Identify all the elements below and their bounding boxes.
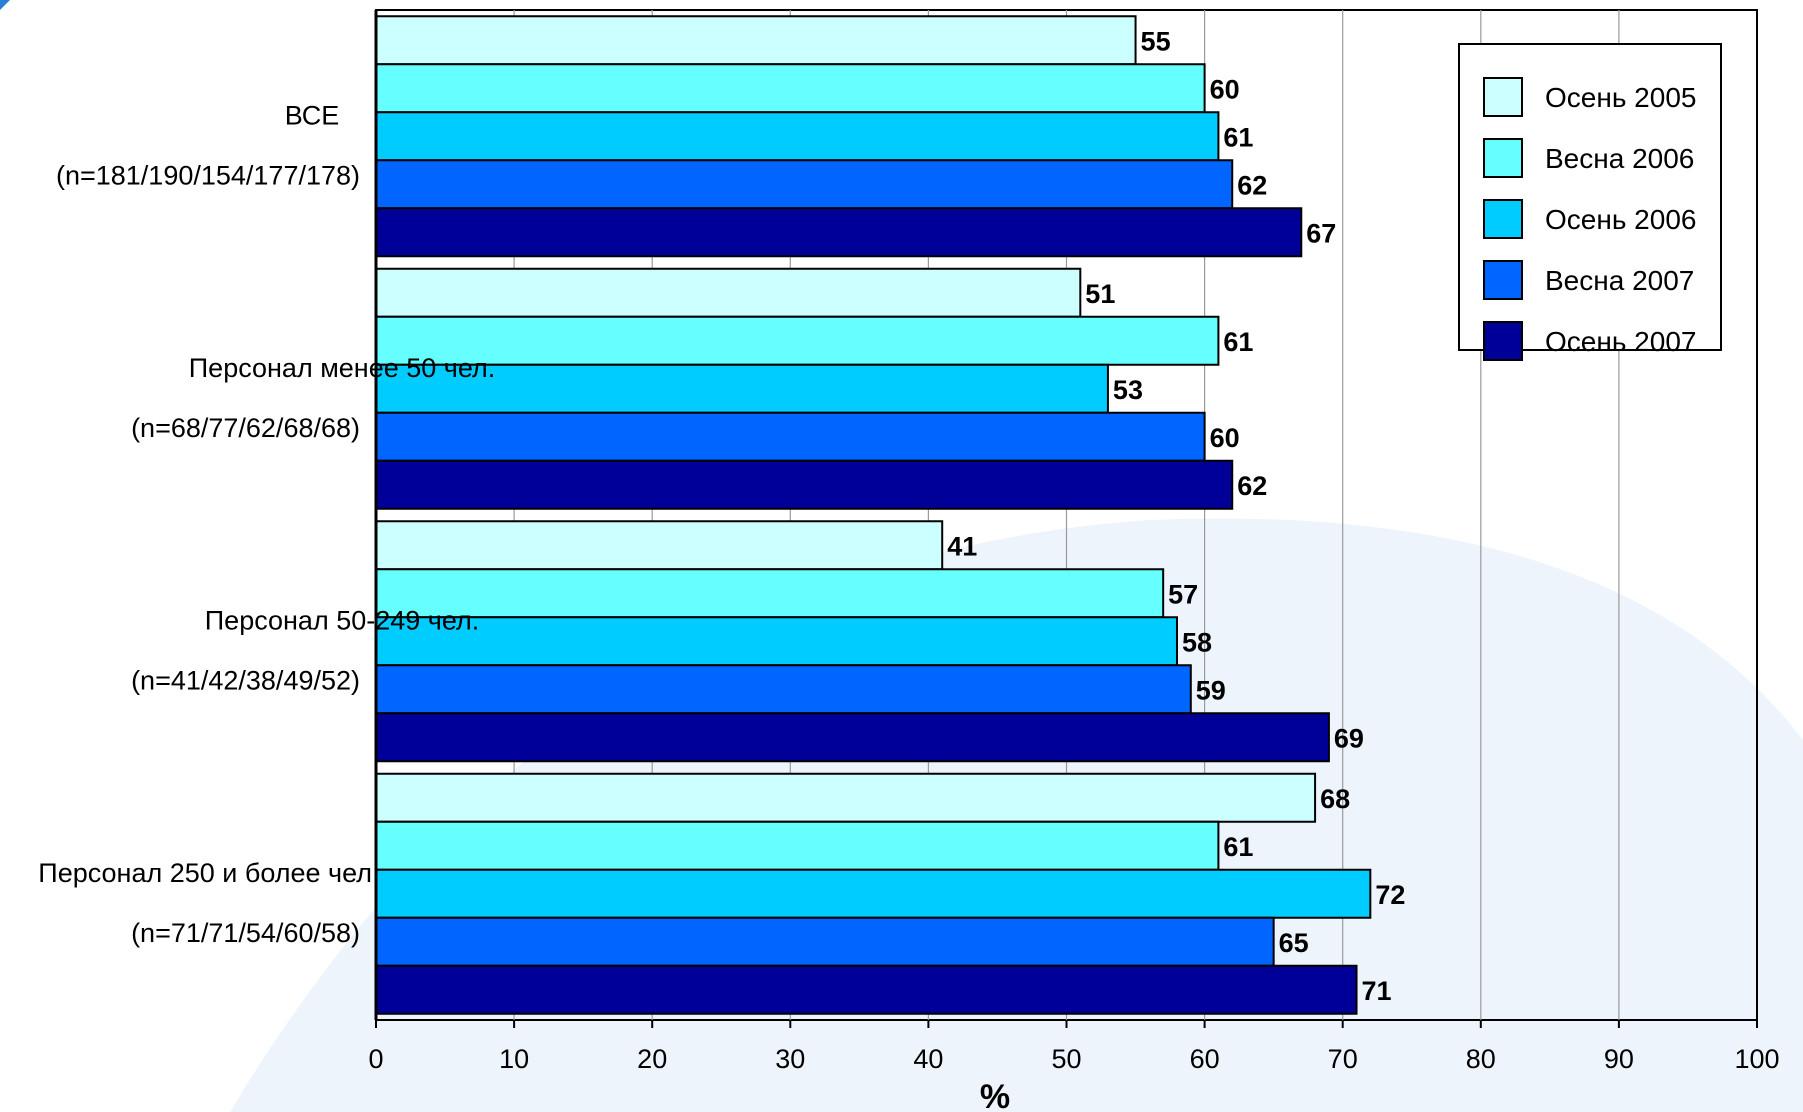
bar (375, 820, 1220, 871)
x-tick-label: 80 (1466, 1044, 1496, 1074)
legend-swatch (1483, 260, 1523, 300)
category-sample-size: (n=41/42/38/49/52) (131, 665, 360, 695)
category-label: Персонал 50-249 чел. (205, 605, 479, 635)
legend-entry: Осень 2007 (1545, 326, 1696, 357)
x-tick-label: 20 (637, 1044, 667, 1074)
bar (375, 207, 1303, 258)
category-label: Персонал менее 50 чел. (189, 353, 495, 383)
data-label: 68 (1320, 784, 1350, 814)
legend-swatch (1483, 138, 1523, 178)
legend-entry: Осень 2005 (1545, 82, 1696, 113)
legend-swatch (1483, 321, 1523, 361)
data-label: 71 (1362, 976, 1392, 1006)
axes: 0 10 20 30 40 50 60 70 80 90 100 (368, 10, 1780, 1074)
bar (375, 868, 1372, 919)
x-tick-label: 100 (1734, 1044, 1779, 1074)
data-label: 53 (1113, 375, 1143, 405)
bar (375, 616, 1178, 667)
bar (375, 111, 1220, 162)
bar (375, 267, 1082, 318)
data-label: 60 (1210, 74, 1240, 104)
data-label: 65 (1279, 928, 1309, 958)
data-label: 61 (1223, 832, 1253, 862)
bar (375, 459, 1234, 510)
bar (375, 568, 1165, 619)
x-tick-label: 40 (913, 1044, 943, 1074)
legend-swatch (1483, 199, 1523, 239)
bar (375, 411, 1206, 462)
data-label: 41 (947, 531, 977, 561)
data-label: 55 (1141, 26, 1171, 56)
data-label: 51 (1085, 279, 1115, 309)
bar (375, 712, 1330, 763)
x-tick-label: 50 (1051, 1044, 1081, 1074)
data-label: 67 (1306, 218, 1336, 248)
category-sample-size: (n=181/190/154/177/178) (56, 160, 360, 190)
category-sample-size: (n=68/77/62/68/68) (131, 413, 360, 443)
category-label: Персонал 250 и более чел (38, 858, 372, 888)
data-label: 58 (1182, 627, 1212, 657)
data-label: 62 (1237, 170, 1267, 200)
bar (375, 159, 1234, 210)
x-tick-label: 60 (1190, 1044, 1220, 1074)
data-label: 57 (1168, 579, 1198, 609)
legend: Осень 2005 Весна 2006 Осень 2006 Весна 2007… (1458, 43, 1722, 361)
data-label: 72 (1375, 880, 1405, 910)
x-tick-label: 70 (1328, 1044, 1358, 1074)
x-tick-label: 0 (368, 1044, 383, 1074)
data-label: 69 (1334, 723, 1364, 753)
legend-entry: Осень 2006 (1545, 204, 1696, 235)
bar (375, 15, 1137, 66)
bar (375, 772, 1317, 823)
bars (375, 15, 1372, 1015)
bar (375, 916, 1275, 967)
bar (375, 63, 1206, 114)
data-label: 61 (1223, 327, 1253, 357)
labels: 55 60 61 62 67 ВСЕ (n=181/190/154/177/178) 51 61… (38, 26, 1405, 1006)
x-tick-label: 90 (1604, 1044, 1634, 1074)
x-tick-label: 30 (775, 1044, 805, 1074)
legend-entry: Весна 2006 (1545, 143, 1694, 174)
x-tick-label: 10 (499, 1044, 529, 1074)
bar (375, 520, 944, 571)
category-label: ВСЕ (285, 100, 340, 130)
bar (375, 664, 1192, 715)
data-label: 60 (1210, 423, 1240, 453)
bar (375, 964, 1358, 1015)
x-axis-title: % (980, 1078, 1010, 1112)
bar (375, 363, 1109, 414)
category-sample-size: (n=71/71/54/60/58) (131, 918, 360, 948)
data-label: 59 (1196, 675, 1226, 705)
bar (375, 315, 1220, 366)
legend-entry: Весна 2007 (1545, 265, 1694, 296)
legend-swatch (1483, 77, 1523, 117)
data-label: 61 (1223, 122, 1253, 152)
data-label: 62 (1237, 471, 1267, 501)
